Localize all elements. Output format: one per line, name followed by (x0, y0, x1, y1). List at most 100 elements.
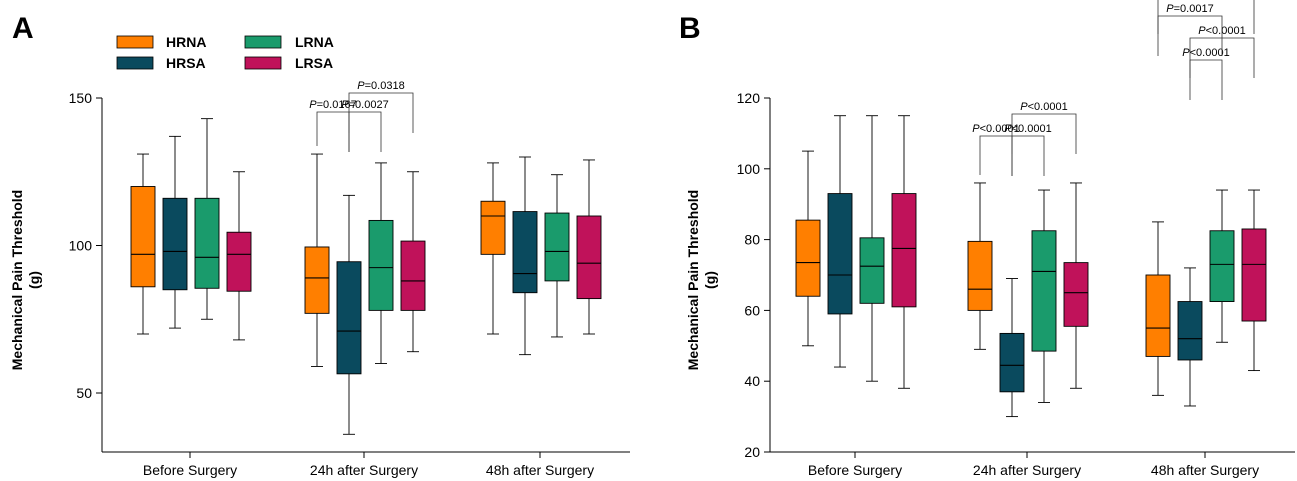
significance-bracket: P<0.0001 (1011, 101, 1077, 154)
box-body (304, 246, 330, 314)
x-category-label: 48h after Surgery (486, 462, 594, 478)
box-lrna (859, 115, 885, 382)
box-lrsa (576, 159, 602, 335)
box-body (512, 211, 538, 294)
box-hrsa (162, 135, 188, 329)
significance-bracket: P=0.0017 (1157, 3, 1223, 56)
box-body (967, 240, 993, 311)
box-body (999, 332, 1025, 393)
p-value-label: P<0.0001 (1004, 123, 1051, 135)
box-body (480, 200, 506, 255)
p-value-label: P<0.0001 (1020, 101, 1067, 113)
box-lrna (194, 118, 220, 320)
box-hrna (304, 153, 330, 367)
box-body (1177, 301, 1203, 361)
significance-bracket: P=0.0318 (348, 80, 414, 133)
box-hrsa (1177, 267, 1203, 407)
bracket-line (1157, 0, 1255, 34)
bracket-line (1011, 113, 1077, 154)
p-value-label: P<0.0001 (972, 123, 1019, 135)
p-value-label: P=0.0318 (357, 80, 404, 92)
chart-panel-b: 20 40 60 80 100 120 Mechanical Pain Threshold(… (685, 0, 1295, 478)
box-body (859, 237, 885, 304)
legend-swatch-lrsa (244, 56, 282, 70)
legend-label-hrsa: HRSA (166, 55, 206, 71)
x-category-label: Before Surgery (143, 462, 237, 478)
box-body (1209, 230, 1235, 303)
box-body (795, 219, 821, 297)
bracket-line (1011, 135, 1045, 176)
y-tick-label: 20 (744, 444, 760, 460)
bracket-line (348, 111, 382, 152)
box-body (400, 240, 426, 311)
box-body (1063, 262, 1089, 327)
bracket-line (1157, 15, 1223, 56)
box-body (576, 215, 602, 300)
box-hrsa (512, 156, 538, 356)
p-value-label: P<0.0001 (1182, 47, 1229, 59)
legend-swatch-hrna (116, 35, 154, 49)
p-value-label: P=0.0027 (341, 99, 388, 111)
box-body (1031, 230, 1057, 352)
bracket-line (316, 111, 350, 152)
significance-bracket: P<0.0001 (1004, 123, 1052, 176)
x-category-label: 24h after Surgery (973, 462, 1081, 478)
legend-label-lrsa: LRSA (295, 55, 333, 71)
box-hrna (130, 153, 156, 335)
box-lrsa (1241, 189, 1267, 372)
box-hrsa (999, 278, 1025, 418)
box-lrsa (226, 171, 252, 341)
box-body (827, 193, 853, 315)
box-body (226, 231, 252, 292)
box-lrsa (400, 171, 426, 353)
panel-label-a: A (12, 12, 34, 45)
panel-label-b: B (679, 12, 701, 45)
box-body (130, 186, 156, 288)
y-tick-label: 100 (737, 161, 761, 177)
box-body (544, 212, 570, 282)
p-value-label: P=0.0167 (309, 99, 356, 111)
y-tick-label: 50 (76, 385, 92, 401)
box-hrsa (827, 115, 853, 368)
box-body (368, 219, 394, 311)
p-value-label: P=0.0017 (1166, 3, 1213, 15)
p-value-label: P<0.0001 (1198, 25, 1245, 37)
y-tick-label: 120 (737, 90, 761, 106)
legend-label-hrna: HRNA (166, 34, 206, 50)
box-body (891, 193, 917, 308)
box-body (1241, 228, 1267, 322)
legend-label-lrna: LRNA (295, 34, 334, 50)
significance-bracket: P=0.0027 (341, 99, 389, 152)
box-hrna (1145, 221, 1171, 396)
box-hrsa (336, 194, 362, 435)
y-tick-label: 150 (69, 90, 93, 106)
y-tick-label: 80 (744, 232, 760, 248)
box-lrna (1209, 189, 1235, 343)
y-tick-label: 100 (69, 238, 93, 254)
y-tick-label: 40 (744, 373, 760, 389)
box-hrna (967, 182, 993, 350)
x-category-label: 24h after Surgery (310, 462, 418, 478)
y-axis-label: Mechanical Pain Threshold(g) (685, 190, 718, 371)
box-hrna (795, 150, 821, 347)
box-lrsa (891, 115, 917, 389)
significance-bracket: P=0.0062 (1157, 0, 1255, 34)
y-axis-label: Mechanical Pain Threshold(g) (9, 190, 42, 371)
legend: HRNA HRSA LRNA LRSA (116, 34, 334, 71)
chart-panel-a: 50 100 150 Mechanical Pain Threshold(g) Befo… (9, 80, 630, 478)
legend-swatch-hrsa (116, 56, 154, 70)
box-body (1145, 274, 1171, 357)
x-category-label: 48h after Surgery (1151, 462, 1259, 478)
bracket-line (979, 135, 1013, 176)
box-lrna (1031, 189, 1057, 403)
significance-bracket: P<0.0001 (1182, 47, 1230, 100)
bracket-line (348, 92, 414, 133)
box-body (336, 261, 362, 375)
y-tick-label: 60 (744, 302, 760, 318)
box-lrsa (1063, 182, 1089, 389)
box-lrna (368, 162, 394, 364)
box-body (162, 197, 188, 291)
x-category-label: Before Surgery (808, 462, 902, 478)
legend-swatch-lrna (244, 35, 282, 49)
